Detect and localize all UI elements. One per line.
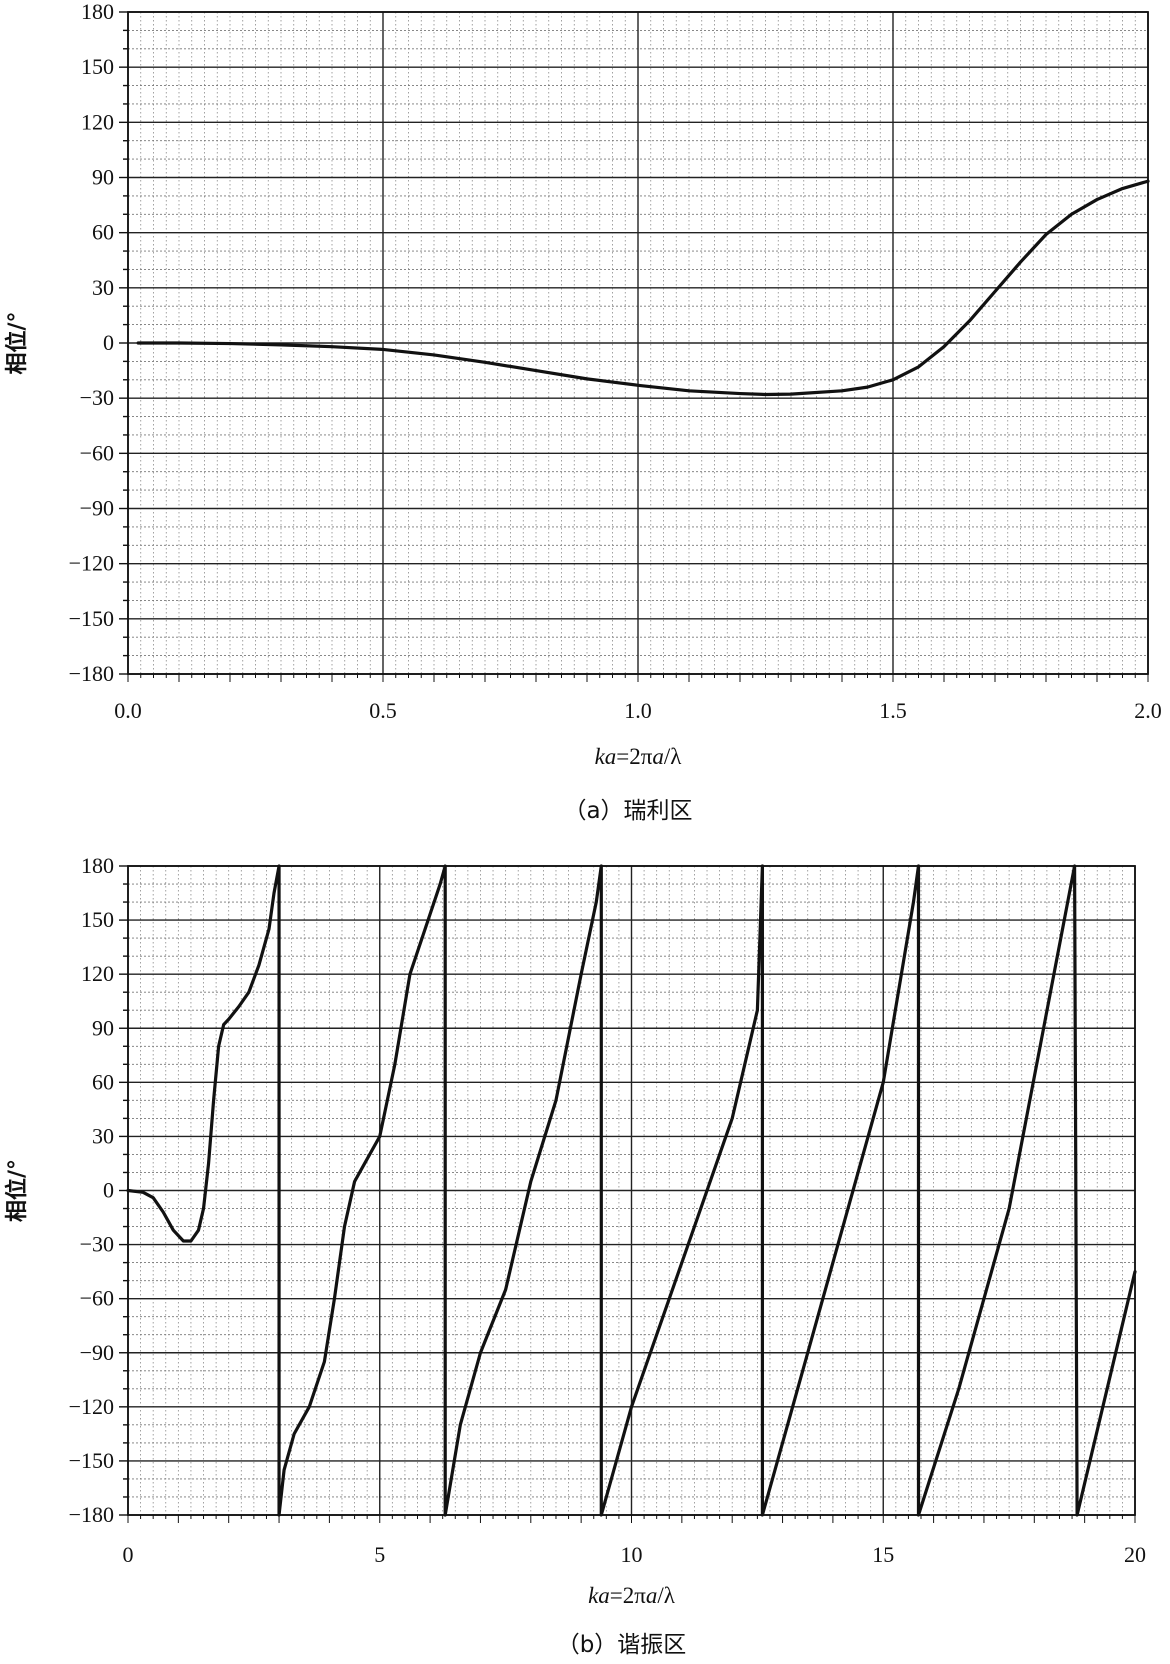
y-tick-label: −90 <box>80 496 114 521</box>
plot-frame <box>127 11 1149 675</box>
x-axis-title-part: /λ <box>657 1583 675 1608</box>
y-tick-label: −120 <box>69 551 114 576</box>
y-tick-label: 150 <box>81 54 114 79</box>
x-tick-label: 2.0 <box>1134 698 1162 723</box>
y-tick-label: 30 <box>92 275 114 300</box>
x-tick-label: 0.0 <box>114 698 142 723</box>
series-line <box>136 179 1150 397</box>
y-tick-label: 0 <box>103 1178 114 1203</box>
x-axis-title-part: ka <box>595 744 617 769</box>
chart-panel-b: 180 150 120 90 60 30 0 −30 −60 −90 −120 −150 −180 0 5 1… <box>4 853 1146 1658</box>
y-tick-label: 180 <box>81 853 114 878</box>
y-tick-label: 90 <box>92 1015 114 1040</box>
x-tick-label: 20 <box>1124 1542 1146 1567</box>
y-tick-label: 120 <box>81 961 114 986</box>
y-tick-label: 90 <box>92 165 114 190</box>
x-axis-title-part: a <box>646 1583 658 1608</box>
x-axis-ticks <box>127 674 1149 682</box>
x-tick-label: 1.5 <box>879 698 907 723</box>
series-points <box>138 181 1149 395</box>
chart-caption: （b）谐振区 <box>557 1632 687 1658</box>
y-tick-label: −150 <box>69 606 114 631</box>
y-axis-title: 相位/° <box>4 311 30 374</box>
x-tick-label: 0.5 <box>369 698 397 723</box>
y-tick-label: −60 <box>80 1286 114 1311</box>
x-tick-label: 5 <box>374 1542 385 1567</box>
y-tick-label: −120 <box>69 1394 114 1419</box>
chart-caption: （a）瑞利区 <box>563 798 692 824</box>
y-tick-label: −90 <box>80 1340 114 1365</box>
grid <box>127 11 1149 675</box>
y-tick-label: 150 <box>81 907 114 932</box>
y-tick-label: 120 <box>81 109 114 134</box>
y-tick-label: −180 <box>69 661 114 686</box>
y-tick-label: −60 <box>80 440 114 465</box>
series-line <box>126 864 1137 1517</box>
y-tick-label: −180 <box>69 1502 114 1527</box>
x-axis-title-part: a <box>652 744 664 769</box>
y-tick-label: 0 <box>103 330 114 355</box>
x-axis-title-part: /λ <box>664 744 682 769</box>
y-tick-label: −30 <box>80 1232 114 1257</box>
y-tick-label: −150 <box>69 1448 114 1473</box>
x-tick-label: 0 <box>123 1542 134 1567</box>
x-axis-title: ka=2πa/λ <box>588 1583 676 1608</box>
x-axis-title-part: =2π <box>616 744 652 769</box>
y-axis-title: 相位/° <box>4 1159 30 1222</box>
x-tick-label: 10 <box>621 1542 643 1567</box>
x-axis-title: ka=2πa/λ <box>595 744 683 769</box>
y-tick-label: 180 <box>81 0 114 24</box>
y-tick-label: 60 <box>92 220 114 245</box>
y-tick-label: −30 <box>80 385 114 410</box>
series-points <box>127 865 1136 1516</box>
chart-panel-a: 180 150 120 90 60 30 0 −30 −60 −90 −120 −150 −1800.0… <box>4 0 1162 824</box>
y-axis-ticks <box>119 11 128 675</box>
x-axis-title-part: =2π <box>610 1583 646 1608</box>
y-tick-label: 30 <box>92 1123 114 1148</box>
y-axis-ticks <box>119 865 128 1516</box>
x-tick-label: 15 <box>872 1542 894 1567</box>
x-axis-ticks <box>127 1515 1136 1523</box>
y-tick-label: 60 <box>92 1069 114 1094</box>
x-axis-title-part: ka <box>588 1583 610 1608</box>
x-tick-label: 1.0 <box>624 698 652 723</box>
